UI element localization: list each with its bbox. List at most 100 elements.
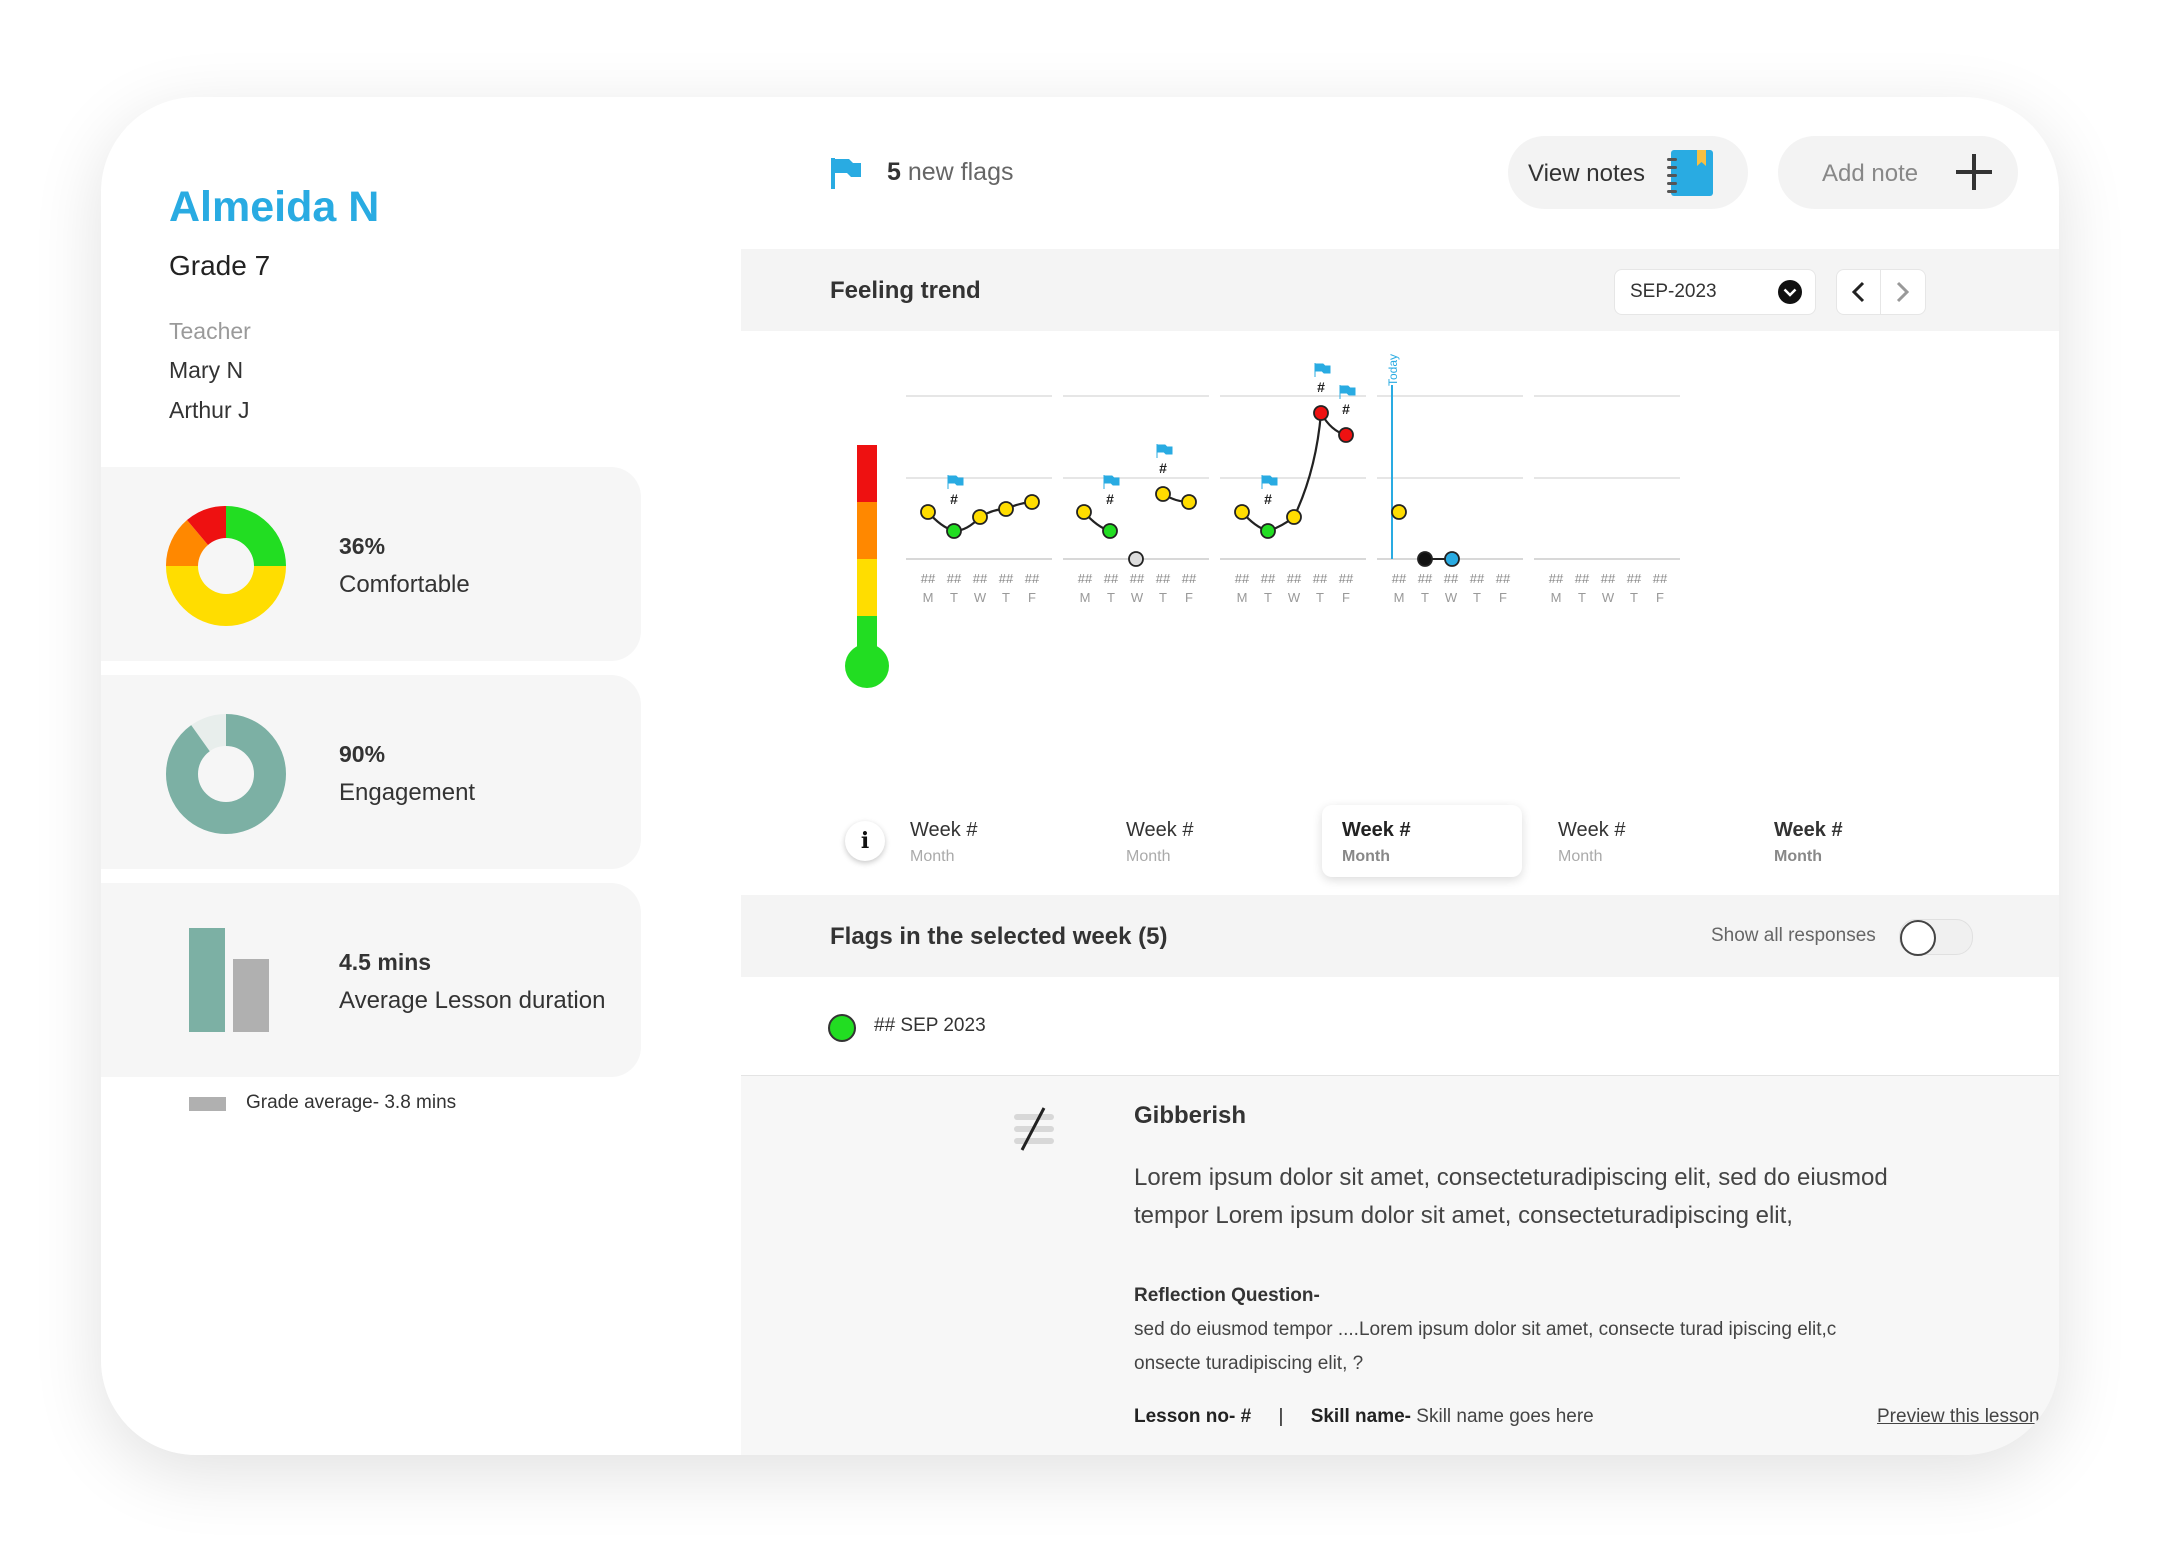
new-flags-count[interactable]: 5 new flags	[887, 158, 1014, 186]
month-select[interactable]: SEP-2023	[1614, 269, 1816, 315]
day-label: W	[1445, 590, 1458, 605]
day-number: ##	[1261, 571, 1276, 586]
comfort-value: 36%	[339, 533, 386, 559]
notebook-icon	[1667, 150, 1713, 196]
feeling-trend-title: Feeling trend	[830, 277, 981, 304]
duration-stat-card: 4.5 mins Average Lesson duration	[101, 883, 641, 1077]
teacher-label: Teacher	[169, 318, 251, 344]
day-number: ##	[1627, 571, 1642, 586]
chevron-right-icon[interactable]	[1892, 280, 1912, 304]
day-number: ##	[999, 571, 1014, 586]
week-selector[interactable]: Week # Month	[1774, 819, 1843, 865]
feeling-point	[1024, 494, 1040, 510]
day-label: T	[1473, 590, 1481, 605]
feeling-point	[998, 501, 1014, 517]
preview-lesson-link[interactable]: Preview this lesson	[1877, 1406, 2040, 1427]
day-label: F	[1499, 590, 1507, 605]
skill-name: Skill name goes here	[1416, 1406, 1594, 1427]
student-duration-bar	[189, 928, 225, 1032]
thermometer-bulb	[845, 644, 889, 688]
student-dashboard-card: Almeida N Grade 7 Teacher Mary N Arthur …	[101, 97, 2059, 1455]
week-selector[interactable]: Week # Month	[1126, 819, 1194, 865]
add-note-button[interactable]: Add note	[1778, 136, 2018, 209]
month-nav	[1836, 269, 1926, 315]
add-note-label: Add note	[1822, 160, 1919, 187]
feeling-point	[1444, 551, 1460, 567]
teacher-name: Arthur J	[169, 397, 250, 423]
day-number: ##	[1549, 571, 1564, 586]
duration-value: 4.5 mins	[339, 949, 432, 975]
day-label: F	[1342, 590, 1350, 605]
day-number: ##	[947, 571, 962, 586]
day-number: ##	[1078, 571, 1093, 586]
week-selector[interactable]: Week # Month	[910, 819, 978, 865]
chevron-left-icon[interactable]	[1849, 280, 1869, 304]
feeling-point	[1128, 551, 1144, 567]
feeling-point	[1155, 486, 1171, 502]
week-selector[interactable]: Week # Month	[1558, 819, 1626, 865]
flags-section-title: Flags in the selected week (5)	[830, 923, 1168, 950]
day-label: T	[1264, 590, 1272, 605]
day-label: T	[1316, 590, 1324, 605]
response-detail: Gibberish Lorem ipsum dolor sit amet, co…	[741, 1076, 2059, 1455]
flag-marker: #	[950, 491, 958, 507]
day-number: ##	[1470, 571, 1485, 586]
day-label: T	[1002, 590, 1010, 605]
day-number: ##	[1444, 571, 1459, 586]
chevron-down-icon	[1778, 280, 1802, 304]
lesson-meta: Lesson no- # | Skill name- Skill name go…	[1134, 1406, 1594, 1428]
day-number: ##	[1104, 571, 1119, 586]
day-number: ##	[1418, 571, 1433, 586]
today-label: Today	[1386, 354, 1400, 386]
feeling-point	[1286, 509, 1302, 525]
day-number: ##	[1392, 571, 1407, 586]
thermometer-green	[857, 616, 877, 651]
day-label: T	[950, 590, 958, 605]
info-icon[interactable]: i	[845, 821, 885, 861]
feeling-point	[1102, 523, 1118, 539]
day-label: W	[974, 590, 987, 605]
feeling-point	[972, 509, 988, 525]
day-number: ##	[1287, 571, 1302, 586]
day-label: M	[1394, 590, 1405, 605]
week-selector-selected[interactable]: Week # Month	[1342, 819, 1411, 865]
day-number: ##	[1130, 571, 1145, 586]
view-notes-button[interactable]: View notes	[1508, 136, 1748, 209]
flag-entry[interactable]: ## SEP 2023	[741, 977, 2059, 1076]
feeling-trend-chart-area: ## M ## T ## W ## T ## F ## M ## T ## W ## T ## F ## M ## T ## W #…	[741, 331, 2059, 928]
student-grade: Grade 7	[169, 250, 271, 281]
show-all-responses-toggle[interactable]	[1899, 919, 1973, 956]
engagement-label: Engagement	[339, 779, 476, 806]
skill-label: Skill name-	[1310, 1406, 1412, 1427]
flag-marker: #	[1264, 491, 1272, 507]
feeling-point	[1313, 405, 1329, 421]
thermometer-orange	[857, 502, 877, 559]
teacher-name: Mary N	[169, 357, 244, 383]
day-label: F	[1028, 590, 1036, 605]
engagement-donut-chart	[166, 714, 286, 834]
flag-entry-date: ## SEP 2023	[874, 1015, 986, 1036]
feeling-trend-header: Feeling trend SEP-2023	[741, 249, 2059, 331]
day-label: M	[1551, 590, 1562, 605]
feeling-point	[1181, 494, 1197, 510]
reflection-question-line: sed do eiusmod tempor ....Lorem ipsum do…	[1134, 1319, 1837, 1340]
show-all-responses-label: Show all responses	[1711, 925, 1876, 946]
feeling-trend-chart: ##M##T##W##T##F##M##T##W##T##F##M##T##W#…	[845, 354, 1680, 688]
plus-icon	[1956, 154, 1992, 190]
flag-marker: #	[1106, 491, 1114, 507]
response-text: Lorem ipsum dolor sit amet, consectetura…	[1134, 1164, 1888, 1229]
flag-marker: #	[1159, 460, 1167, 476]
engagement-stat-card: 90% Engagement	[101, 675, 641, 869]
meta-separator: |	[1278, 1406, 1284, 1427]
flag-icon	[1156, 443, 1173, 459]
flag-icon	[831, 158, 861, 189]
comfort-label: Comfortable	[339, 571, 470, 598]
reflection-question-line: onsecte turadipiscing elit, ?	[1134, 1353, 1364, 1374]
comfort-donut-chart	[166, 506, 286, 626]
thermometer-yellow	[857, 559, 877, 616]
flag-marker: #	[1317, 379, 1325, 395]
day-number: ##	[1653, 571, 1668, 586]
grade-average-legend-label: Grade average- 3.8 mins	[246, 1092, 457, 1113]
student-panel: Almeida N Grade 7 Teacher Mary N Arthur …	[101, 97, 741, 1455]
day-number: ##	[1313, 571, 1328, 586]
